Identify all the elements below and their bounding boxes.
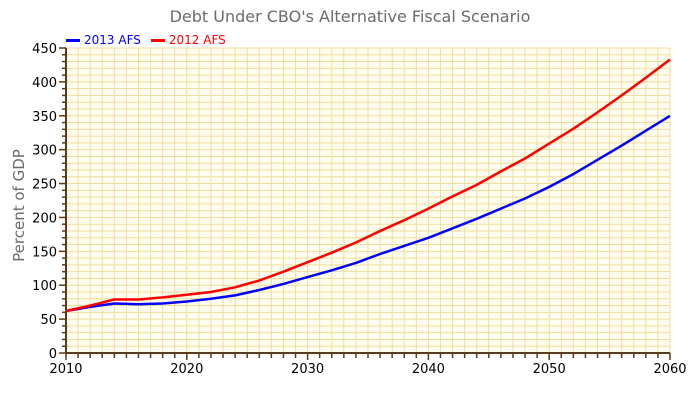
y-tick-label: 200 [32, 211, 57, 226]
y-tick-label: 0 [49, 347, 57, 362]
series-line-2012-afs [65, 58, 671, 313]
y-tick-label: 150 [32, 245, 57, 260]
y-tick-label: 400 [32, 76, 57, 91]
x-tick-label: 2040 [412, 362, 445, 377]
legend: 2013 AFS 2012 AFS [66, 33, 226, 47]
y-tick-label: 300 [32, 144, 57, 159]
x-tick-label: 2050 [533, 362, 566, 377]
x-tick-label: 2030 [291, 362, 324, 377]
y-tick-label: 250 [32, 178, 57, 193]
x-tick-label: 2020 [170, 362, 203, 377]
x-tick-label: 2060 [653, 362, 686, 377]
legend-label-2012: 2012 AFS [168, 33, 226, 47]
y-tick-label: 100 [32, 279, 57, 294]
legend-swatch-2012 [150, 38, 165, 42]
y-tick-label: 450 [32, 42, 57, 57]
x-tick-label: 2010 [49, 362, 82, 377]
legend-item-2013: 2013 AFS [66, 33, 141, 47]
series-line-2013-afs [65, 114, 671, 313]
y-tick-label: 350 [32, 110, 57, 125]
y-tick-label: 50 [40, 313, 57, 328]
y-axis-label: Percent of GDP [10, 149, 28, 262]
chart-title: Debt Under CBO's Alternative Fiscal Scen… [169, 7, 531, 26]
legend-swatch-2013 [66, 38, 80, 42]
legend-label-2013: 2013 AFS [84, 33, 141, 47]
legend-item-2012: 2012 AFS [150, 33, 226, 47]
